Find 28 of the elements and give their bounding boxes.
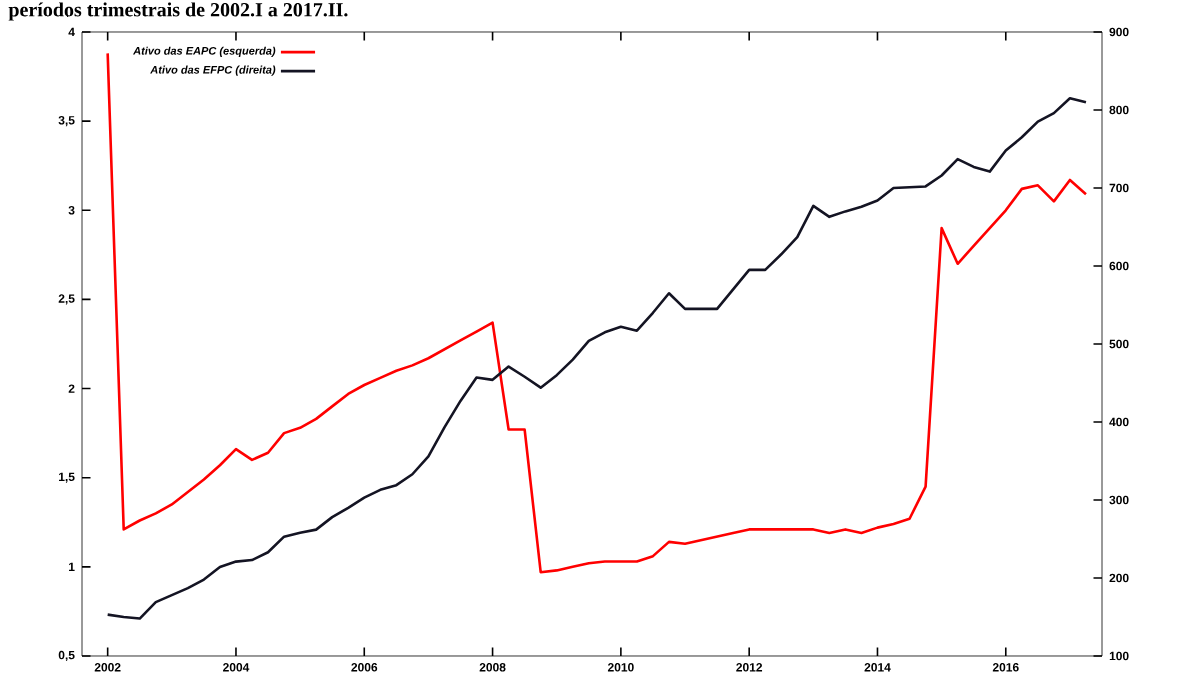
x-tick-label: 2016 xyxy=(992,663,1019,672)
y-tick-label: 1,5 xyxy=(59,472,75,483)
y-tick-label: 2 xyxy=(68,384,75,393)
x-tick-label: 2010 xyxy=(607,663,634,672)
y2-tick-label: 700 xyxy=(1109,183,1129,193)
chart-title: períodos trimestrais de 2002.I a 2017.II. xyxy=(8,2,348,21)
legend-label: Ativo das EFPC (direita) xyxy=(150,65,276,76)
y-tick-label: 1 xyxy=(69,562,75,571)
y-tick-label: 2,5 xyxy=(58,294,75,305)
y2-tick-label: 900 xyxy=(1109,27,1129,37)
x-tick-label: 2006 xyxy=(351,663,378,672)
y2-tick-label: 600 xyxy=(1109,261,1129,271)
x-tick-label: 2008 xyxy=(479,663,506,672)
x-tick-label: 2012 xyxy=(736,663,763,672)
y2-tick-label: 300 xyxy=(1109,495,1129,505)
y-tick-label: 3 xyxy=(68,206,75,215)
x-tick-label: 2004 xyxy=(223,663,250,672)
y2-tick-label: 100 xyxy=(1109,651,1129,661)
y2-tick-label: 500 xyxy=(1109,339,1129,349)
y2-tick-label: 400 xyxy=(1109,417,1129,427)
y2-tick-label: 800 xyxy=(1109,105,1129,115)
x-tick-label: 2014 xyxy=(864,663,891,672)
y2-tick-label: 200 xyxy=(1109,573,1129,583)
y-tick-label: 0,5 xyxy=(58,650,75,662)
x-tick-label: 2002 xyxy=(94,663,121,672)
y-tick-label: 3,5 xyxy=(58,116,75,127)
legend-label: Ativo das EAPC (esquerda) xyxy=(132,46,276,57)
y-tick-label: 4 xyxy=(68,27,75,37)
